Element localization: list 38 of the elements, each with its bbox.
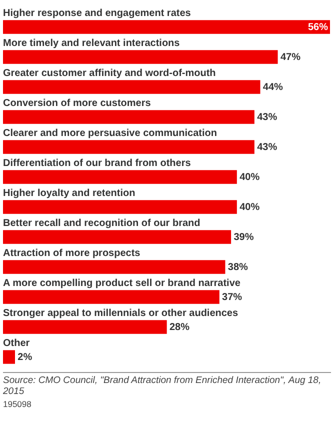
bar	[3, 290, 220, 304]
bar	[3, 140, 254, 154]
bar	[3, 230, 232, 244]
text: 195098	[3, 399, 32, 410]
y-tick-label: More timely and relevant interactions	[3, 38, 180, 49]
data-label: 39%	[234, 232, 254, 243]
y-tick-label: Differentiation of our brand from others	[3, 158, 192, 169]
y-tick-label: Greater customer affinity and word-of-mouth	[3, 68, 216, 79]
data-label: 47%	[280, 52, 301, 63]
data-label: 2%	[18, 352, 32, 363]
y-tick-label: A more compelling product sell or brand narrative	[3, 278, 241, 289]
data-label: 43%	[257, 142, 278, 153]
data-label: 40%	[240, 172, 260, 183]
bar	[3, 50, 278, 64]
data-label: 38%	[228, 262, 248, 273]
y-tick-label: Higher loyalty and retention	[3, 188, 136, 199]
bar	[3, 110, 254, 124]
source-note: Source: CMO Council, "Brand Attraction from Enriched Interaction", Aug 18, 2015	[3, 375, 322, 397]
y-tick-label: Attraction of more prospects	[3, 248, 141, 259]
bar	[3, 260, 226, 274]
bar	[3, 20, 330, 34]
bar	[3, 320, 167, 334]
y-tick-label: Clearer and more persuasive communication	[3, 128, 217, 139]
data-label: 37%	[222, 292, 242, 303]
data-label: 28%	[170, 322, 190, 333]
y-tick-label: Higher response and engagement rates	[3, 8, 192, 19]
data-label: 44%	[262, 82, 284, 93]
bar	[3, 170, 237, 184]
data-label: 40%	[240, 202, 260, 213]
bar	[3, 80, 260, 94]
bar	[3, 200, 237, 214]
y-tick-label: Conversion of more customers	[3, 98, 152, 109]
y-tick-label: Other	[3, 338, 30, 349]
data-label: 43%	[257, 112, 278, 123]
data-label: 56%	[308, 22, 328, 33]
bar	[3, 350, 16, 364]
y-tick-label: Stronger appeal to millennials or other audiences	[3, 308, 238, 319]
y-tick-label: Better recall and recognition of our brand	[3, 218, 200, 229]
